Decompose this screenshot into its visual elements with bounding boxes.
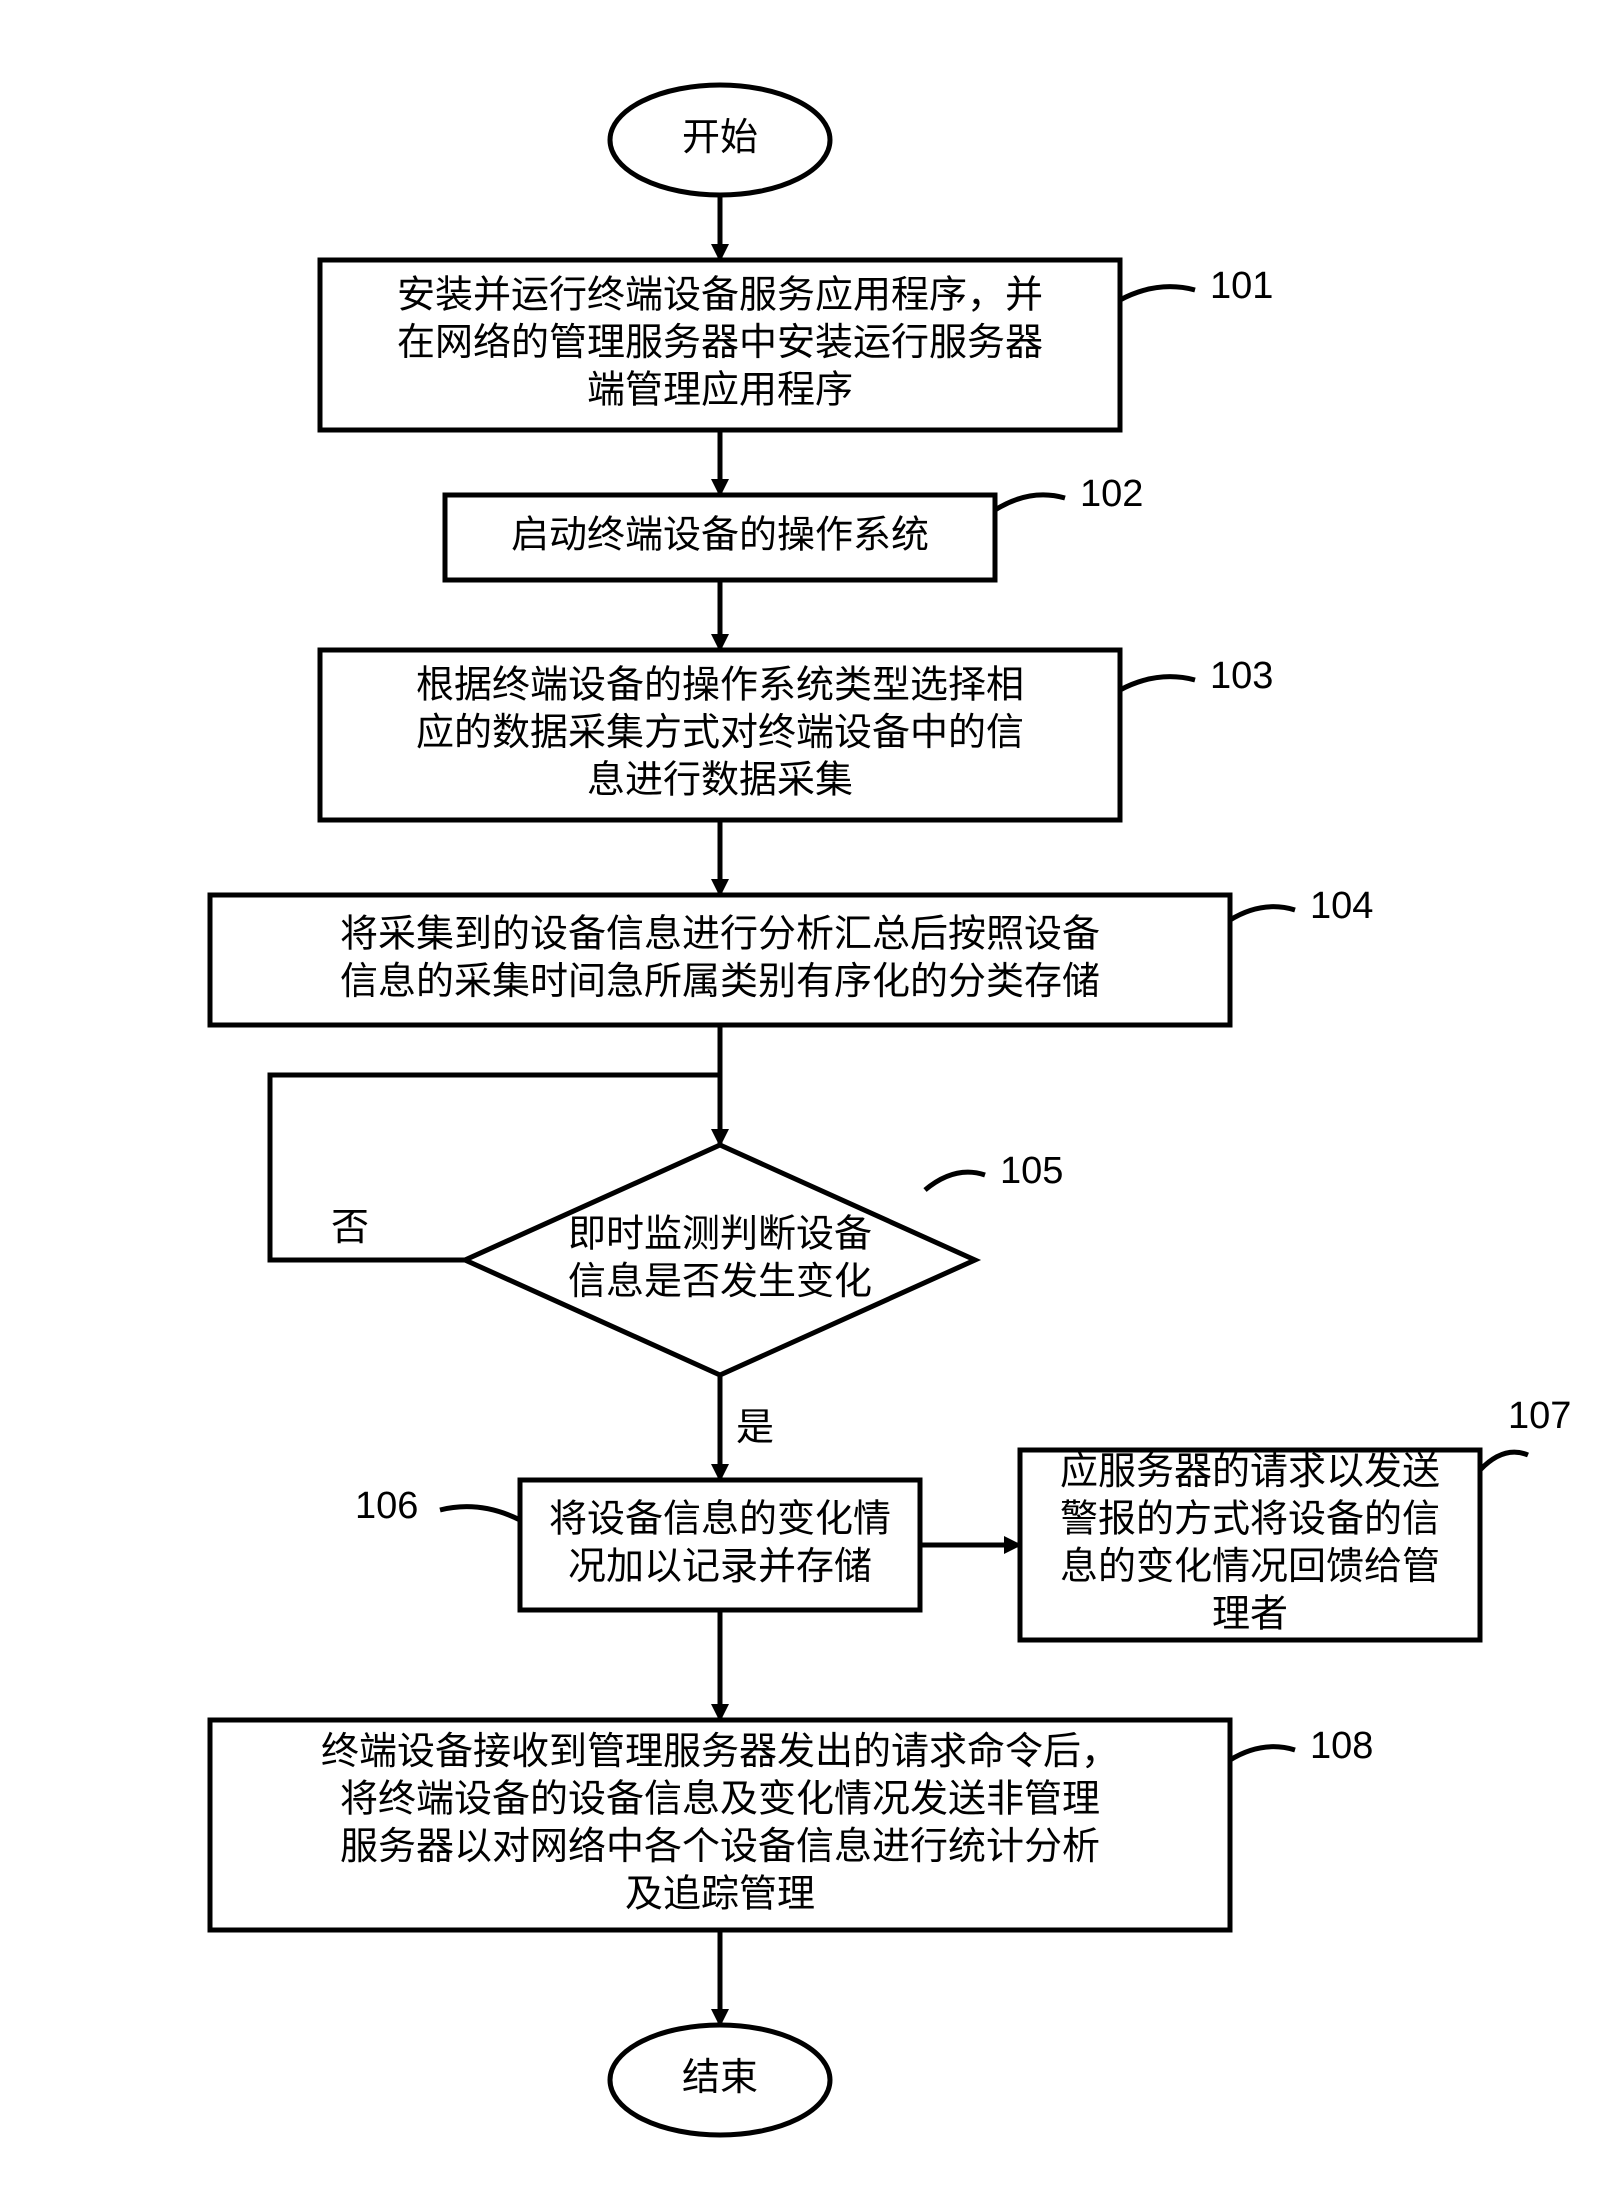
node-text-line: 将设备信息的变化情 — [549, 1498, 891, 1540]
callout-line-n104 — [1230, 907, 1295, 920]
node-text-line: 息的变化情况回馈给管 — [1060, 1546, 1440, 1588]
callout-line-n105 — [925, 1172, 985, 1190]
node-n101: 安装并运行终端设备服务应用程序，并在网络的管理服务器中安装运行服务器端管理应用程… — [320, 260, 1120, 430]
node-text-line: 将终端设备的设备信息及变化情况发送非管理 — [340, 1778, 1100, 1820]
node-text-line: 根据终端设备的操作系统类型选择相 — [416, 665, 1024, 707]
node-text-line: 息进行数据采集 — [587, 760, 853, 802]
edge-label: 是 — [736, 1407, 774, 1449]
node-n102: 启动终端设备的操作系统 — [445, 495, 995, 580]
step-number-n105: 105 — [1000, 1150, 1063, 1192]
step-number-n104: 104 — [1310, 885, 1373, 927]
node-text-line: 服务器以对网络中各个设备信息进行统计分析 — [340, 1826, 1100, 1868]
node-n104: 将采集到的设备信息进行分析汇总后按照设备信息的采集时间急所属类别有序化的分类存储 — [210, 895, 1230, 1025]
node-label: 开始 — [682, 117, 758, 159]
step-number-n103: 103 — [1210, 655, 1273, 697]
callout-line-n101 — [1120, 287, 1195, 300]
node-text-line: 及追踪管理 — [625, 1873, 815, 1915]
node-end: 结束 — [610, 2025, 830, 2135]
node-text-line: 理者 — [1212, 1593, 1288, 1635]
callout-line-n108 — [1230, 1747, 1295, 1760]
step-number-n101: 101 — [1210, 265, 1273, 307]
node-text-line: 将采集到的设备信息进行分析汇总后按照设备 — [340, 913, 1100, 955]
step-number-n102: 102 — [1080, 473, 1143, 515]
node-n105: 即时监测判断设备信息是否发生变化 — [465, 1145, 975, 1375]
step-number-n107: 107 — [1508, 1395, 1571, 1437]
node-text-line: 况加以记录并存储 — [568, 1546, 872, 1588]
callout-line-n102 — [995, 495, 1065, 510]
node-text-line: 信息的采集时间急所属类别有序化的分类存储 — [340, 961, 1100, 1003]
node-n107: 应服务器的请求以发送警报的方式将设备的信息的变化情况回馈给管理者 — [1020, 1450, 1480, 1640]
node-text-line: 即时监测判断设备 — [568, 1213, 872, 1255]
node-label: 结束 — [682, 2057, 758, 2099]
node-text-line: 应的数据采集方式对终端设备中的信 — [416, 712, 1024, 754]
node-n108: 终端设备接收到管理服务器发出的请求命令后， 将终端设备的设备信息及变化情况发送非管… — [210, 1720, 1230, 1930]
node-text-line: 终端设备接收到管理服务器发出的请求命令后， — [321, 1731, 1119, 1773]
callout-line-n107 — [1480, 1452, 1528, 1470]
node-n103: 根据终端设备的操作系统类型选择相应的数据采集方式对终端设备中的信息进行数据采集 — [320, 650, 1120, 820]
node-text-line: 警报的方式将设备的信 — [1060, 1498, 1440, 1540]
callout-line-n106 — [440, 1507, 520, 1520]
node-text-line: 端管理应用程序 — [587, 370, 853, 412]
step-number-n106: 106 — [355, 1485, 418, 1527]
node-text-line: 安装并运行终端设备服务应用程序，并 — [397, 275, 1043, 317]
callout-line-n103 — [1120, 677, 1195, 690]
step-number-n108: 108 — [1310, 1725, 1373, 1767]
node-text-line: 应服务器的请求以发送 — [1060, 1451, 1440, 1493]
node-start: 开始 — [610, 85, 830, 195]
node-text-line: 在网络的管理服务器中安装运行服务器 — [397, 322, 1043, 364]
flowchart-diagram: 是 否 开始安装并运行终端设备服务应用程序，并在网络的管理服务器中安装运行服务器端管… — [0, 0, 1612, 2203]
node-text-line: 信息是否发生变化 — [568, 1261, 872, 1303]
edge-label: 否 — [331, 1207, 369, 1249]
node-n106: 将设备信息的变化情况加以记录并存储 — [520, 1480, 920, 1610]
node-text-line: 启动终端设备的操作系统 — [511, 515, 929, 557]
